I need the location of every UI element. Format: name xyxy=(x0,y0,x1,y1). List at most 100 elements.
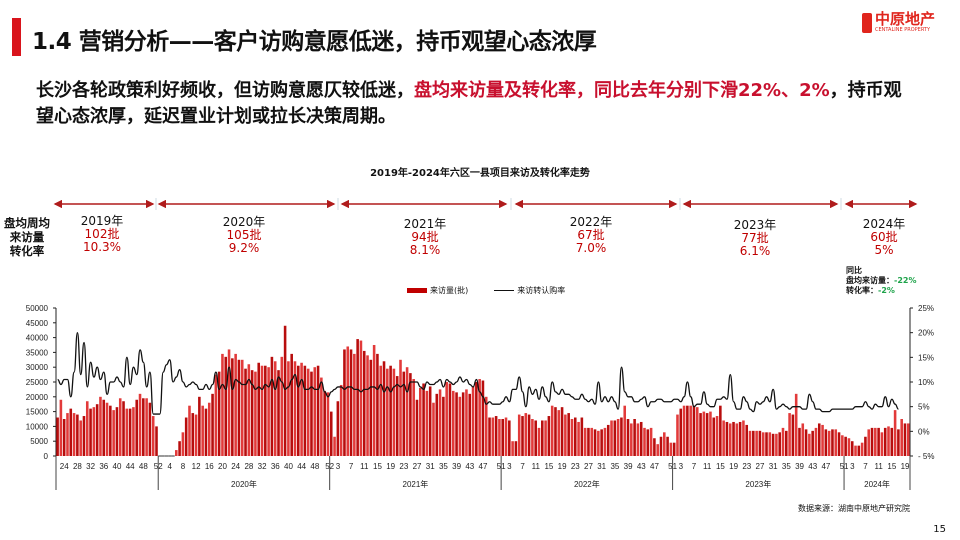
year-stat-2023: 2023年 77批 6.1% xyxy=(710,219,800,258)
visits-bar xyxy=(907,423,910,456)
visits-bar xyxy=(329,411,333,456)
year-label: 2020年 xyxy=(222,215,266,229)
visits-bar xyxy=(808,433,811,456)
visits-bar xyxy=(419,387,422,456)
yoy-visits-label: 盘均来访量： xyxy=(846,276,894,285)
legend-visits-label: 来访量(批) xyxy=(430,286,469,295)
week-tick-label: 3 xyxy=(679,462,684,471)
week-tick-label: 28 xyxy=(244,462,253,471)
visits-bar xyxy=(455,392,458,456)
row-label-visits: 来访量 xyxy=(9,230,45,244)
conversion-rate-line xyxy=(57,332,899,415)
visits-bar xyxy=(250,370,254,456)
centaline-logo: 中原地产 CENTALINE PROPERTY xyxy=(862,12,935,33)
visits-bar xyxy=(742,420,745,456)
summary-part-3: ，持币观望心态浓厚，延迟置业计划或拉长决策周期。 xyxy=(36,80,902,127)
visits-bar xyxy=(672,442,676,456)
visits-bar xyxy=(395,376,399,456)
visits-bar xyxy=(504,417,508,456)
visits-bar xyxy=(511,441,514,456)
summary-part-1: 长沙各轮政策利好频收，但访购意愿仄较低迷， xyxy=(36,80,414,101)
visits-bar xyxy=(372,345,376,456)
visits-bar xyxy=(663,432,666,456)
week-tick-label: 31 xyxy=(769,462,778,471)
visits-bar xyxy=(768,432,772,456)
visits-bar xyxy=(343,349,346,456)
visits-bar xyxy=(128,408,132,456)
visits-bar xyxy=(85,401,89,456)
visits-bar xyxy=(547,416,551,456)
visits-bar xyxy=(290,353,293,456)
week-tick-label: 16 xyxy=(205,462,214,471)
visits-bar xyxy=(679,408,683,456)
week-tick-label: 24 xyxy=(231,462,240,471)
visits-bar xyxy=(254,371,257,456)
visits-bar xyxy=(590,427,594,456)
week-tick-label: 7 xyxy=(520,462,525,471)
yoy-visits-value: -22% xyxy=(894,276,917,285)
visits-bar xyxy=(775,433,778,456)
left-tick-label: 50000 xyxy=(26,304,49,313)
year-stat-2020: 2020年 105批 9.2% xyxy=(199,216,289,255)
visits-bar xyxy=(240,359,244,456)
legend-rate: 来访转认购率 xyxy=(494,285,565,296)
visits-bar xyxy=(402,371,406,456)
visits-bar xyxy=(623,405,627,456)
visits-bar xyxy=(92,407,96,456)
visits-bar xyxy=(415,399,419,456)
visits-bar-empty xyxy=(158,455,162,457)
chart-title: 2019年-2024年六区一县项目来访及转化率走势 xyxy=(370,168,590,179)
visits-bar xyxy=(541,420,544,456)
week-tick-label: 47 xyxy=(650,462,659,471)
visits-bar xyxy=(293,361,297,456)
visits-bar xyxy=(564,414,567,456)
visits-bar xyxy=(69,408,73,456)
visits-bar xyxy=(738,421,742,456)
legend-bar-swatch xyxy=(407,288,427,293)
year-visits: 102批 xyxy=(84,227,120,241)
visits-bar xyxy=(778,432,781,456)
week-tick-label: 23 xyxy=(399,462,408,471)
visits-bar xyxy=(379,365,383,456)
left-tick-label: 0 xyxy=(44,452,49,461)
visits-bar xyxy=(524,413,528,456)
visits-bar xyxy=(827,430,831,456)
visits-bar xyxy=(122,401,125,456)
visits-bar xyxy=(841,435,844,456)
right-tick-label: 10% xyxy=(918,378,934,387)
right-tick-label: 5% xyxy=(918,403,930,412)
week-tick-label: 40 xyxy=(284,462,293,471)
visits-bar xyxy=(468,393,472,456)
visits-bar xyxy=(287,361,290,456)
visits-bar xyxy=(194,414,198,456)
visits-bar xyxy=(142,398,145,456)
visits-bar xyxy=(175,450,178,456)
visits-bar xyxy=(461,392,465,456)
week-tick-label: 43 xyxy=(808,462,817,471)
visits-bar xyxy=(633,419,636,456)
visits-bar xyxy=(893,410,897,456)
visits-bar xyxy=(689,405,692,456)
left-tick-label: 5000 xyxy=(30,437,48,446)
week-tick-label: 11 xyxy=(703,462,712,471)
visits-bar xyxy=(155,426,158,456)
visits-bar xyxy=(798,427,801,456)
week-tick-label: 7 xyxy=(349,462,354,471)
right-tick-label: - 5% xyxy=(918,452,934,461)
week-tick-label: 47 xyxy=(821,462,830,471)
visits-bar xyxy=(247,364,251,456)
visits-bar xyxy=(874,427,877,456)
year-label: 2023年 xyxy=(733,218,777,232)
visits-bar xyxy=(801,423,805,456)
year-stat-2021: 2021年 94批 8.1% xyxy=(380,218,470,257)
year-axis-label: 2021年 xyxy=(403,479,429,489)
visits-bar xyxy=(227,349,231,456)
visits-bar xyxy=(781,427,785,456)
summary-highlight: 盘均来访量及转化率，同比去年分别下滑22%、2% xyxy=(414,80,830,101)
week-tick-label: 15 xyxy=(373,462,382,471)
visits-bar xyxy=(646,429,650,456)
visits-bar xyxy=(649,427,653,456)
week-tick-label: 43 xyxy=(465,462,474,471)
visits-bar xyxy=(481,380,485,456)
chart-legend: 来访量(批) 来访转认购率 xyxy=(407,285,565,296)
